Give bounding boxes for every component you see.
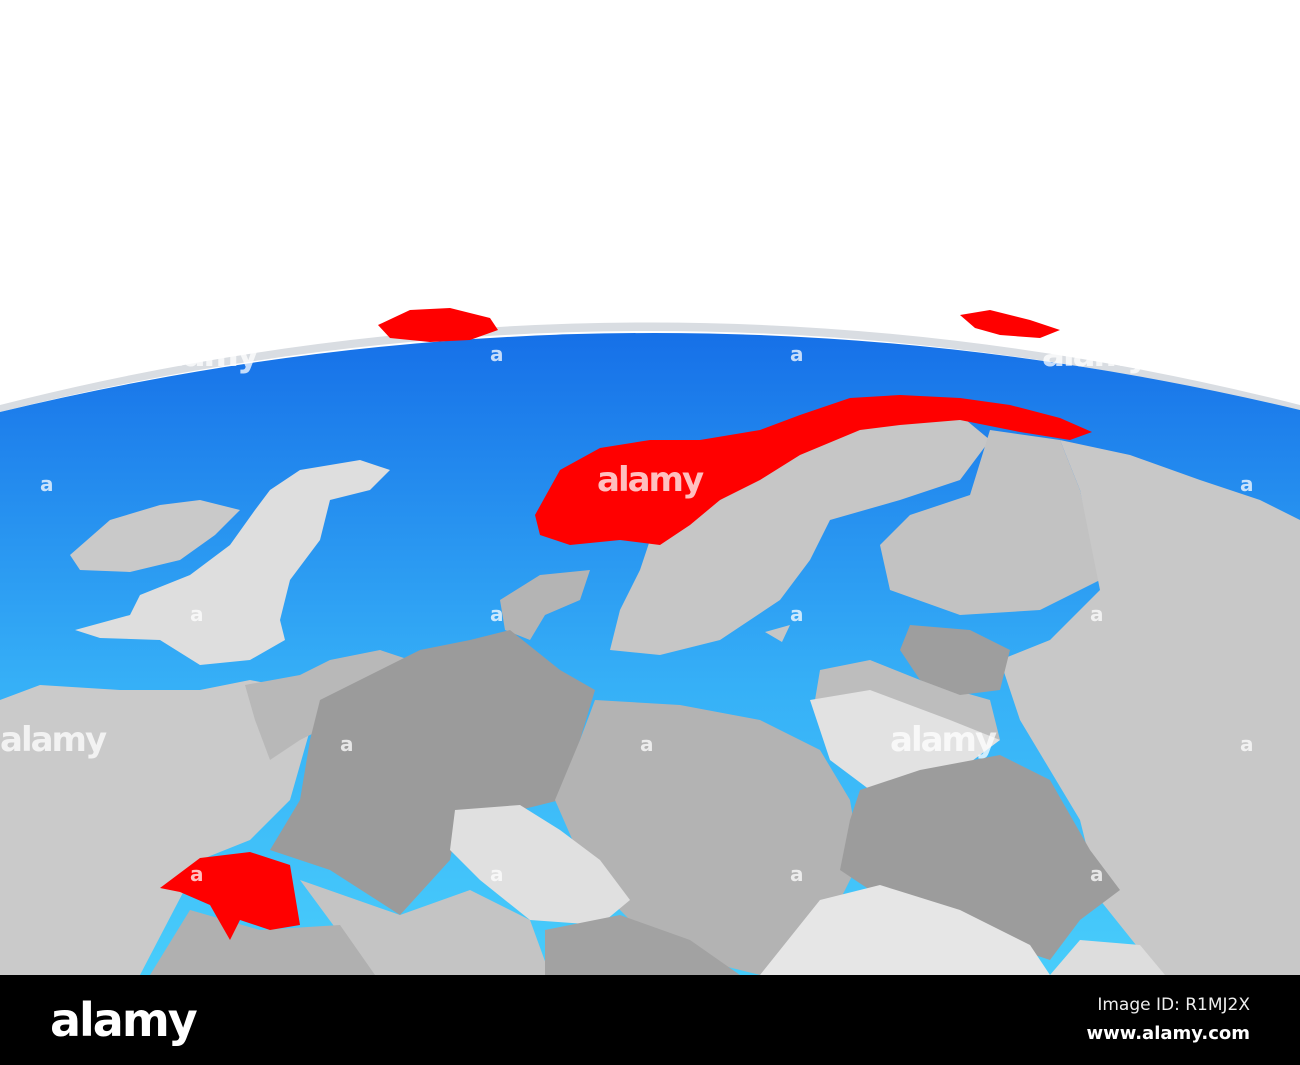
watermark-small: a <box>190 862 204 886</box>
watermark-small: a <box>40 472 54 496</box>
watermark-small: a <box>190 602 204 626</box>
watermark-small: a <box>1090 602 1104 626</box>
watermark-small: a <box>790 862 804 886</box>
watermark-small: a <box>1090 862 1104 886</box>
land-ukraine <box>840 755 1120 960</box>
land-svalbard-highlight <box>960 310 1060 338</box>
land-switzerland-highlight <box>160 852 300 940</box>
land-ireland <box>70 500 240 572</box>
land-france-benelux <box>0 680 310 975</box>
alamy-logo: alamy <box>50 993 198 1047</box>
watermark-small: a <box>340 732 354 756</box>
watermark-small: a <box>790 602 804 626</box>
land-germany <box>270 630 595 915</box>
land-sweden <box>610 415 990 655</box>
watermark-small: a <box>1240 732 1254 756</box>
land-moldova <box>1050 940 1165 975</box>
land-czechia <box>450 805 630 925</box>
watermark: alamy <box>152 335 259 375</box>
land-denmark <box>500 570 590 640</box>
globe-rim <box>0 322 1300 412</box>
land-austria <box>300 880 550 975</box>
land-romania <box>760 885 1050 975</box>
watermark-small: a <box>490 862 504 886</box>
globe-map <box>0 308 1300 975</box>
land-finland <box>880 430 1100 615</box>
land-hungary-slovakia <box>545 915 740 975</box>
land-great-britain <box>75 460 390 665</box>
watermark: alamy <box>597 460 704 500</box>
watermark-small: a <box>1240 472 1254 496</box>
watermark: alamy <box>0 720 107 760</box>
land-italy-north <box>150 910 375 975</box>
watermark-small: a <box>790 342 804 366</box>
land-poland <box>555 700 860 975</box>
watermark: alamy <box>890 720 997 760</box>
land-gotland <box>765 625 790 642</box>
watermark: alamy <box>1042 335 1149 375</box>
land-iceland-highlight <box>378 308 498 342</box>
land-norway-highlight <box>535 395 1092 545</box>
land-latvia <box>900 625 1010 695</box>
image-id: Image ID: R1MJ2X <box>1097 995 1250 1015</box>
watermark-small: a <box>490 602 504 626</box>
website-link[interactable]: www.alamy.com <box>1086 1023 1250 1044</box>
watermark-small: a <box>640 732 654 756</box>
land-russia-north <box>1000 440 1300 975</box>
watermark-small: a <box>490 342 504 366</box>
footer-bar: alamy Image ID: R1MJ2X www.alamy.com <box>0 975 1300 1065</box>
